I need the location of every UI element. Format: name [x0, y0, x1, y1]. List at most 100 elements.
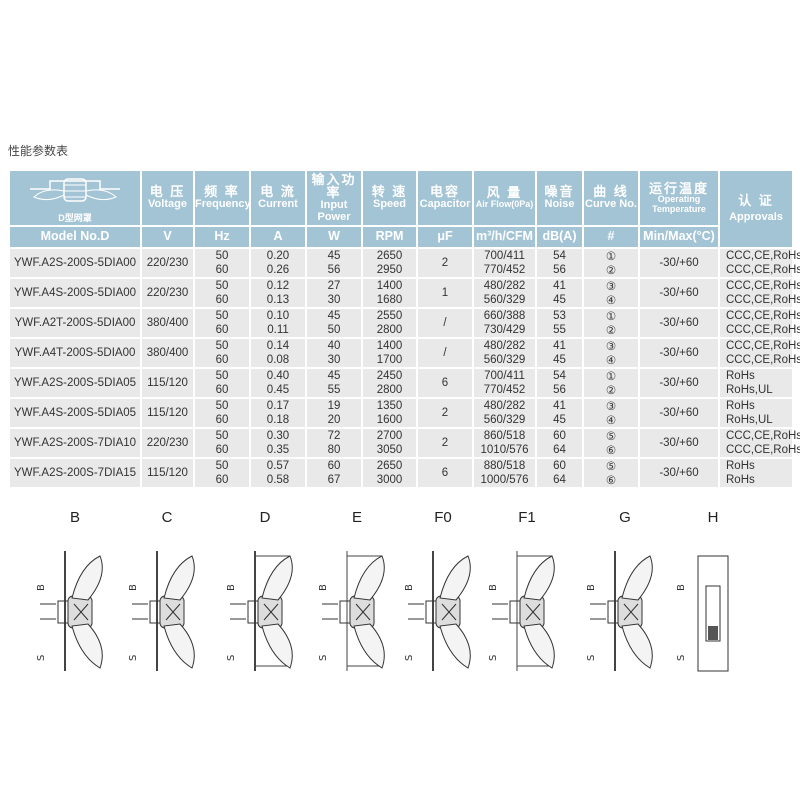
speed-cell: 2800: [361, 383, 418, 399]
table-row: 60 0.08 30 1700 560/329 45 ④ CCC,CE,RoHs: [9, 353, 800, 369]
svg-text:S: S: [488, 655, 499, 661]
column-header-cn: 输入功率: [311, 171, 357, 201]
current-cell: 0.57: [249, 457, 307, 473]
approvals-cell: CCC,CE,RoHs: [718, 247, 800, 263]
model-cell: YWF.A2S-200S-7DIA10: [8, 427, 142, 459]
svg-text:B: B: [36, 584, 47, 591]
power-cell: 80: [305, 443, 363, 459]
frequency-cell: 60: [193, 443, 251, 459]
diagram-label: B: [69, 509, 80, 526]
table-row: 60 0.35 80 3050 1010/576 64 ⑥ CCC,CE,RoHs: [9, 443, 800, 459]
current-cell: 0.13: [249, 293, 307, 309]
approvals-cell: CCC,CE,RoHs: [718, 323, 800, 339]
approvals-header-cn: 认 证: [738, 193, 774, 209]
fan-drawing-icon: BS: [586, 551, 653, 671]
diagram-label: G: [619, 509, 631, 526]
frequency-cell: 60: [193, 383, 251, 399]
model-cell: YWF.A4S-200S-5DIA05: [8, 397, 142, 429]
noise-cell: 60: [535, 457, 584, 473]
current-cell: 0.08: [249, 353, 307, 369]
performance-table: D型网罩 电 压 Voltage 频 率 Frequency 电 流 Current 输入功…: [8, 169, 800, 489]
current-cell: 0.35: [249, 443, 307, 459]
approvals-cell: CCC,CE,RoHs: [718, 293, 800, 309]
model-cell: YWF.A2S-200S-5DIA00: [8, 247, 142, 279]
airflow-cell: 700/411: [472, 247, 537, 263]
curve-cell: ⑥: [582, 443, 640, 459]
noise-cell: 53: [535, 307, 584, 323]
diagram-label: H: [707, 509, 719, 526]
fan-drawing-icon: BS: [676, 555, 729, 672]
column-header: 输入功率 Input Power: [305, 169, 363, 227]
power-cell: 55: [305, 383, 363, 399]
fan-drawing-icon: BS: [128, 551, 195, 671]
voltage-cell: 220/230: [140, 277, 195, 309]
column-header: 噪音 Noise: [535, 169, 584, 227]
svg-text:S: S: [226, 655, 237, 661]
capacitor-cell: 2: [416, 427, 474, 459]
mount-diagram-f0: F0 B S: [398, 505, 488, 680]
fan-drawing-icon: BS: [488, 551, 555, 671]
column-header-cn: 噪音: [544, 184, 575, 200]
noise-cell: 60: [535, 427, 584, 443]
power-cell: 27: [305, 277, 363, 293]
temperature-cell: -30/+60: [638, 457, 720, 489]
capacitor-cell: /: [416, 307, 474, 339]
column-header: 电 流 Current: [249, 169, 307, 227]
table-row: 60 0.45 55 2800 770/452 56 ② RoHs,UL: [9, 383, 794, 399]
column-header: 曲 线 Curve No.: [582, 169, 640, 227]
voltage-cell: 380/400: [140, 307, 195, 339]
table-row: YWF.A2S-200S-7DIA15 115/120 50 0.57 60 2650 6 8…: [8, 457, 794, 489]
column-header-en: Frequency: [195, 198, 251, 211]
airflow-cell: 660/388: [472, 307, 537, 323]
model-cell: YWF.A4S-200S-5DIA00: [8, 277, 142, 309]
approvals-cell: RoHs: [718, 457, 794, 473]
frequency-cell: 50: [193, 307, 251, 323]
column-header-cn: 电容: [429, 184, 460, 200]
column-header-en: Voltage: [148, 198, 187, 211]
noise-cell: 64: [535, 443, 584, 459]
capacitor-cell: 6: [416, 457, 474, 489]
column-header-cn: 频 率: [204, 184, 240, 200]
voltage-cell: 115/120: [140, 367, 195, 399]
temperature-cell: -30/+60: [638, 247, 720, 279]
noise-cell: 45: [535, 413, 584, 429]
column-header-cn: 电 压: [149, 184, 186, 200]
column-header: 风 量 Air Flow(0Pa): [472, 169, 537, 227]
approvals-cell: CCC,CE,RoHs: [718, 353, 800, 369]
svg-text:S: S: [404, 655, 415, 661]
table-row: 60 0.18 20 1600 560/329 45 ④ RoHs,UL: [9, 413, 794, 429]
power-cell: 30: [305, 353, 363, 369]
diagram-label: E: [351, 509, 362, 526]
frequency-cell: 60: [193, 473, 251, 489]
mount-diagram-f1: F1 B S: [482, 505, 572, 680]
noise-cell: 45: [535, 293, 584, 309]
column-header: 运行温度 Operating Temperature: [638, 169, 720, 227]
current-cell: 0.30: [249, 427, 307, 443]
speed-cell: 3000: [361, 473, 418, 489]
approvals-cell: CCC,CE,RoHs: [718, 337, 800, 353]
speed-cell: 2700: [361, 427, 418, 443]
column-header: 频 率 Frequency: [193, 169, 251, 227]
svg-text:B: B: [404, 584, 415, 591]
speed-cell: 1600: [361, 413, 418, 429]
column-unit: A: [249, 225, 307, 249]
svg-text:B: B: [318, 584, 329, 591]
table-row: YWF.A2S-200S-7DIA10 220/230 50 0.30 72 2700 2 8…: [8, 427, 800, 459]
speed-cell: 1400: [361, 337, 418, 353]
speed-cell: 2550: [361, 307, 418, 323]
table-row: YWF.A4S-200S-5DIA00 220/230 50 0.12 27 1400 1 4…: [8, 277, 800, 309]
model-header: Model No.D: [8, 225, 142, 249]
logo-caption: D型网罩: [58, 212, 92, 223]
approvals-header: 认 证 Approvals: [718, 169, 794, 249]
approvals-cell: RoHs: [718, 397, 794, 413]
approvals-cell: CCC,CE,RoHs: [718, 307, 800, 323]
approvals-cell: CCC,CE,RoHs: [718, 263, 800, 279]
column-header-en: Air Flow(0Pa): [475, 199, 534, 210]
svg-text:S: S: [318, 655, 329, 661]
noise-cell: 56: [535, 263, 584, 279]
approvals-cell: RoHs: [718, 473, 794, 489]
power-cell: 67: [305, 473, 363, 489]
curve-cell: ③: [582, 277, 640, 293]
approvals-cell: RoHs: [718, 367, 794, 383]
noise-cell: 54: [535, 367, 584, 383]
